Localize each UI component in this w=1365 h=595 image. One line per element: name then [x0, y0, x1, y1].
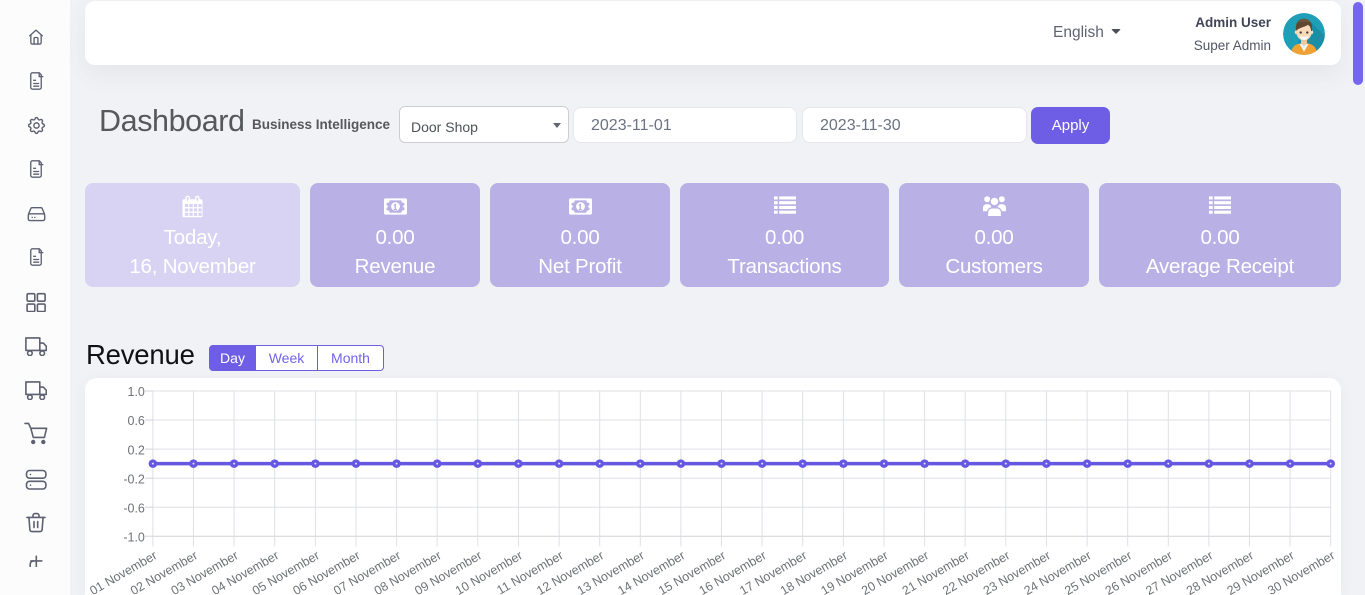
svg-text:0.6: 0.6	[128, 414, 145, 428]
svg-text:1.0: 1.0	[128, 385, 145, 399]
svg-text:-1.0: -1.0	[123, 530, 145, 544]
svg-text:0.2: 0.2	[128, 443, 145, 457]
svg-text:-0.6: -0.6	[123, 501, 145, 515]
svg-text:-0.2: -0.2	[123, 472, 145, 486]
